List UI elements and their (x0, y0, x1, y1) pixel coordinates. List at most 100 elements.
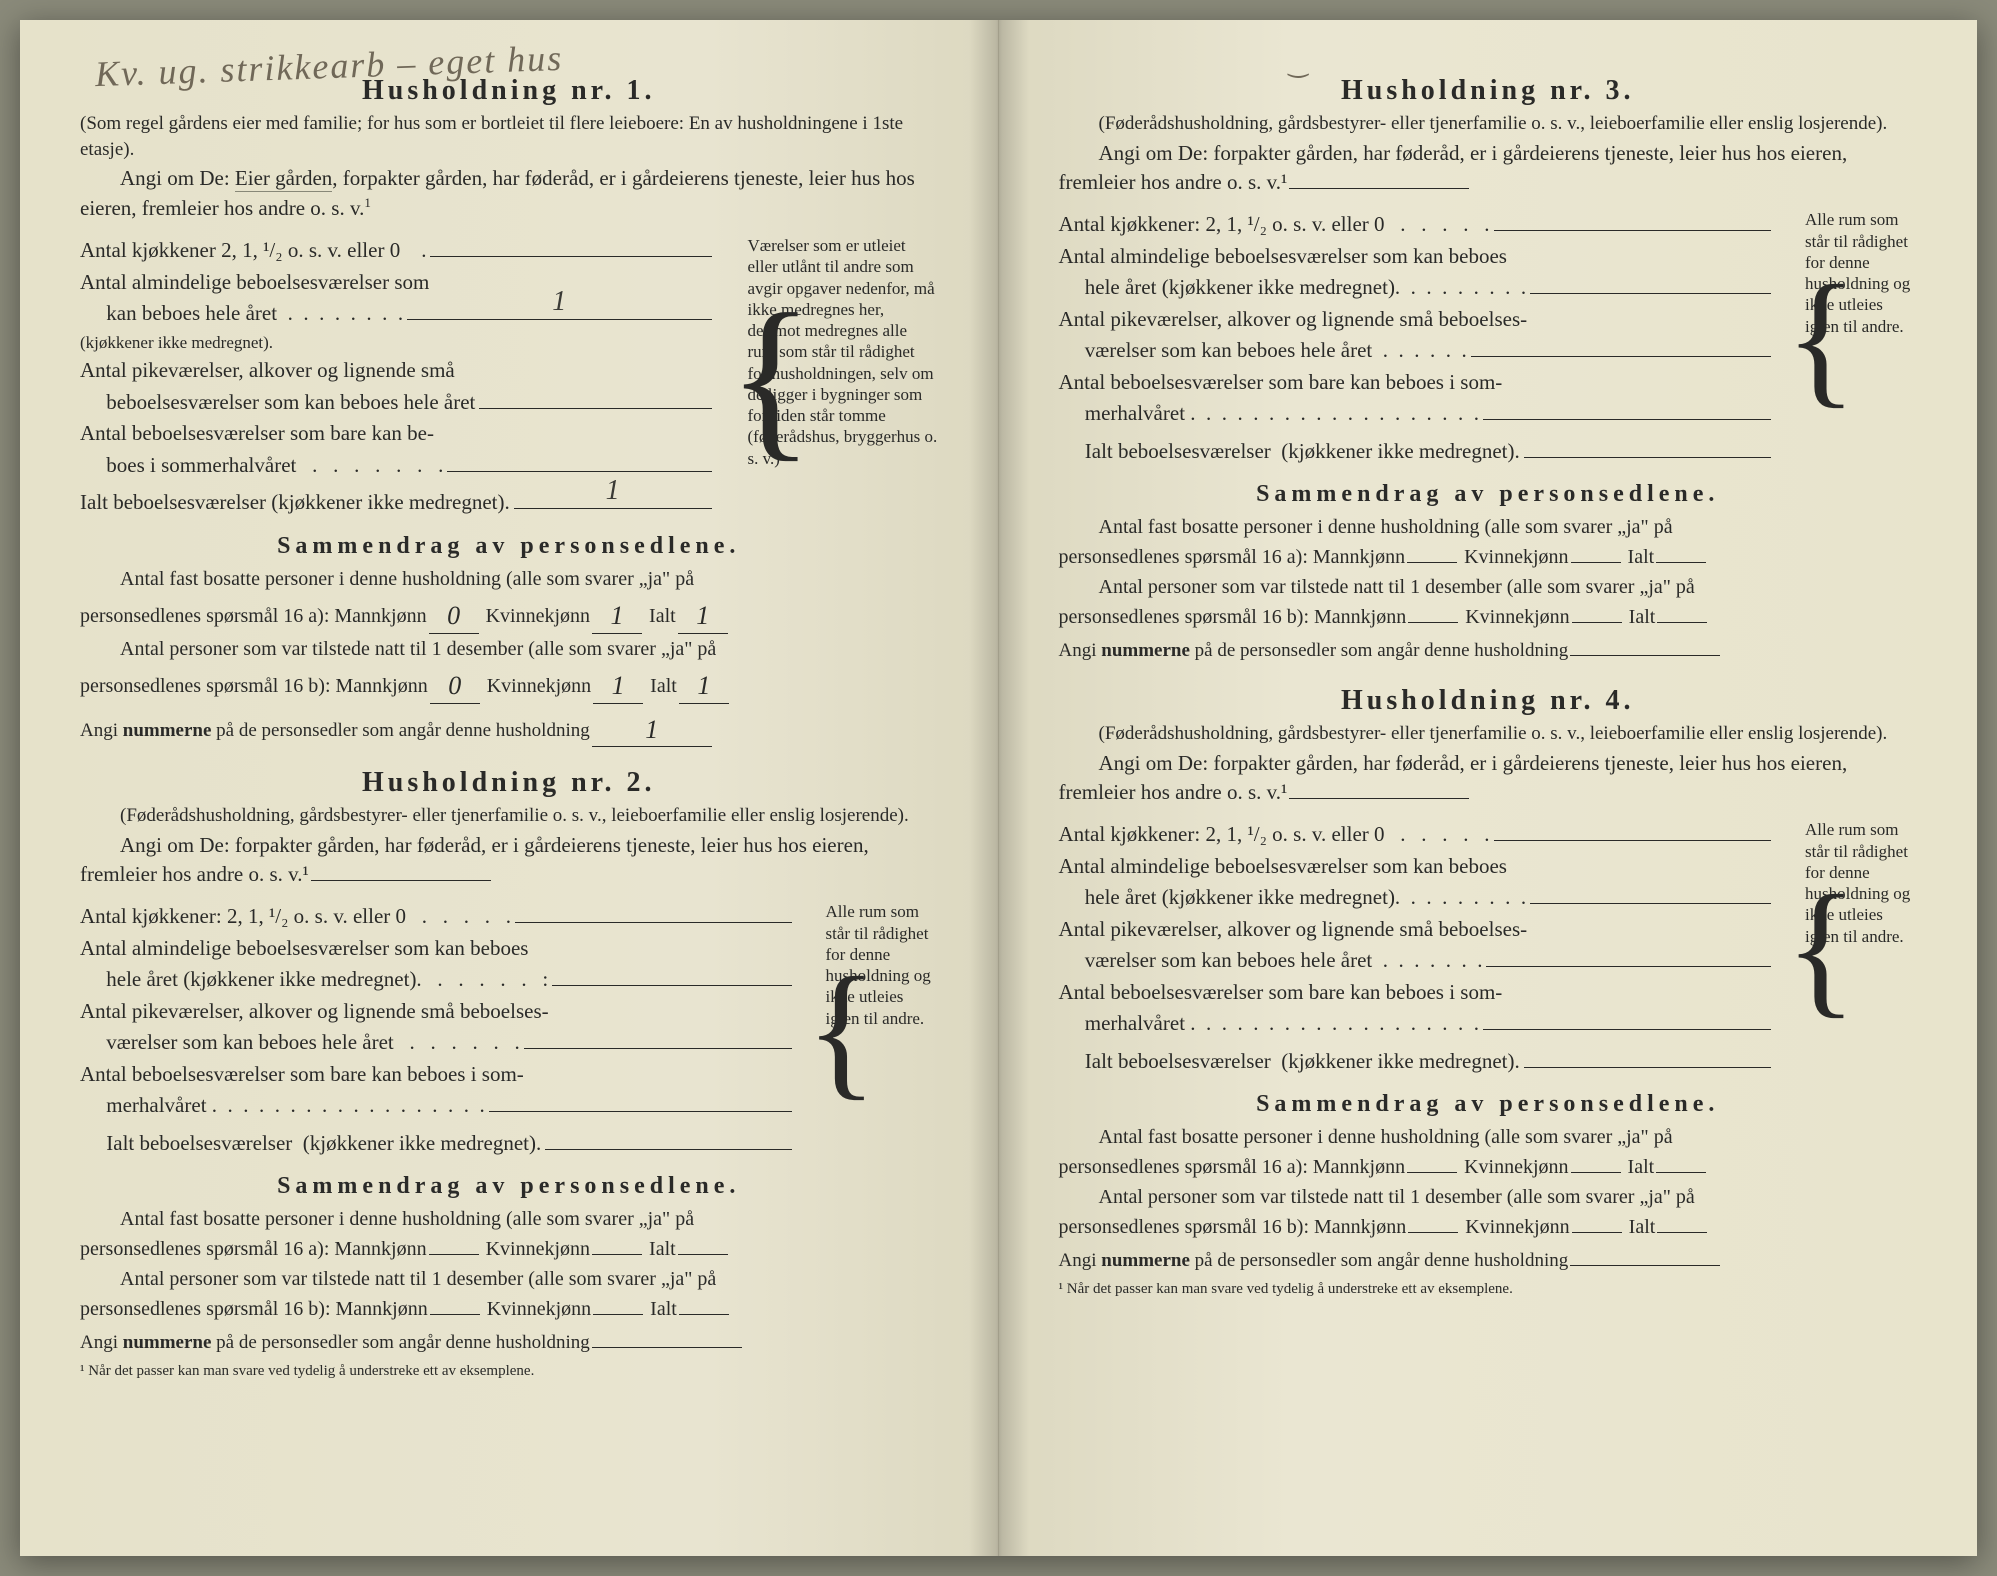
pencil-mark: ‿ (1289, 50, 1308, 79)
h3-mann-b[interactable] (1408, 622, 1458, 623)
h4-sammendrag-title: Sammendrag av personsedlene. (1059, 1091, 1918, 1118)
h3-ialt-b[interactable] (1657, 622, 1707, 623)
book-spread: Kv. ug. strikkearb – eget hus Husholdnin… (20, 20, 1977, 1556)
h1-mann-a[interactable]: 0 (429, 594, 479, 634)
h3-nummer-blank[interactable] (1570, 655, 1720, 656)
h4-som2: merhalvåret . . . . . . . . . . . . . . … (1059, 1008, 1480, 1040)
h3-brace-note: { Alle rum som står til rådighet for den… (1787, 209, 1917, 467)
h3-intro: (Føderådshusholdning, gårdsbestyrer- ell… (1059, 111, 1918, 137)
h1-kjokken-blank[interactable] (430, 256, 711, 257)
h4-som1: Antal beboelsesværelser som bare kan beb… (1059, 977, 1776, 1009)
h4-angi-blank[interactable] (1289, 798, 1469, 799)
h1-kjokken: Antal kjøkkener 2, 1, ¹/₂ o. s. v. eller… (80, 235, 426, 267)
h1-kv-a[interactable]: 1 (592, 594, 642, 634)
h1-som-blank[interactable] (447, 471, 711, 472)
h1-alm-val: 1 (552, 281, 566, 323)
household-1-angi: Angi om De: Eier gården, forpakter gårde… (80, 164, 938, 223)
h2-angi-blank[interactable] (311, 880, 491, 881)
h1-mann-b[interactable]: 0 (430, 664, 480, 704)
h3-alm-blank[interactable] (1530, 293, 1771, 294)
h2-brace-note: { Alle rum som står til rådighet for den… (808, 901, 938, 1159)
h4-brace-note: { Alle rum som står til rådighet for den… (1787, 819, 1917, 1077)
h2-fields: Antal kjøkkener: 2, 1, ¹/₂ o. s. v. elle… (80, 901, 938, 1159)
h2-mann-b[interactable] (430, 1314, 480, 1315)
h3-mann-a[interactable] (1407, 562, 1457, 563)
household-1: Husholdning nr. 1. (Som regel gårdens ei… (80, 75, 938, 747)
h4-kjokken-blank[interactable] (1494, 840, 1771, 841)
h2-pike-blank[interactable] (524, 1048, 792, 1049)
h2-nummer: Angi nummerne på de personsedler som ang… (80, 1330, 938, 1357)
h4-intro: (Føderådshusholdning, gårdsbestyrer- ell… (1059, 721, 1918, 747)
h3-kv-b[interactable] (1572, 622, 1622, 623)
household-2-title: Husholdning nr. 2. (80, 767, 938, 799)
h4-ialt-a[interactable] (1656, 1172, 1706, 1173)
h4-sb1: Antal personer som var tilstede natt til… (1059, 1182, 1918, 1212)
h4-mann-b[interactable] (1408, 1232, 1458, 1233)
h2-alm-blank[interactable] (552, 985, 791, 986)
h3-sa1: Antal fast bosatte personer i denne hush… (1059, 512, 1918, 542)
h1-nummer-blank[interactable]: 1 (592, 710, 712, 747)
h1-alm-blank[interactable]: 1 (407, 319, 711, 320)
h1-sa1: Antal fast bosatte personer i denne hush… (80, 564, 938, 594)
h2-kjokken-blank[interactable] (515, 922, 791, 923)
h1-ialt-b[interactable]: 1 (679, 664, 729, 704)
h2-som2: merhalvåret . . . . . . . . . . . . . . … (80, 1090, 485, 1122)
h2-angi: Angi om De: forpakter gården, har føderå… (80, 831, 938, 890)
h2-kv-a[interactable] (592, 1254, 642, 1255)
h3-angi-blank[interactable] (1289, 188, 1469, 189)
h2-mann-a[interactable] (429, 1254, 479, 1255)
h3-som1: Antal beboelsesværelser som bare kan beb… (1059, 367, 1776, 399)
h4-sb2: personsedlenes spørsmål 16 b): Mannkjønn… (1059, 1212, 1918, 1242)
h1-kv-b[interactable]: 1 (593, 664, 643, 704)
household-2: Husholdning nr. 2. (Føderådshusholdning,… (80, 767, 938, 1380)
h4-kv-b[interactable] (1572, 1232, 1622, 1233)
h4-nummer-blank[interactable] (1570, 1265, 1720, 1266)
h2-sammendrag-title: Sammendrag av personsedlene. (80, 1173, 938, 1200)
h2-kv-b[interactable] (593, 1314, 643, 1315)
h2-ialt-blank[interactable] (545, 1149, 791, 1150)
h2-sb2: personsedlenes spørsmål 16 b): Mannkjønn… (80, 1294, 938, 1324)
h4-ialt-b[interactable] (1657, 1232, 1707, 1233)
h2-intro: (Føderådshusholdning, gårdsbestyrer- ell… (80, 803, 938, 829)
h3-alm2: hele året (kjøkkener ikke medregnet). . … (1059, 272, 1527, 304)
h2-som-blank[interactable] (489, 1111, 792, 1112)
h1-sb2: personsedlenes spørsmål 16 b): Mannkjønn… (80, 664, 938, 704)
h3-kv-a[interactable] (1571, 562, 1621, 563)
h3-som-blank[interactable] (1483, 419, 1771, 420)
household-4-title: Husholdning nr. 4. (1059, 685, 1918, 717)
h1-ialt-blank[interactable]: 1 (514, 508, 712, 509)
h2-ialt-a[interactable] (678, 1254, 728, 1255)
h3-ialt-a[interactable] (1656, 562, 1706, 563)
household-4: Husholdning nr. 4. (Føderådshusholdning,… (1059, 685, 1918, 1298)
h1-alm1: Antal almindelige beboelsesværelser som (80, 267, 716, 299)
h4-kjokken: Antal kjøkkener: 2, 1, ¹/₂ o. s. v. elle… (1059, 819, 1490, 851)
h4-angi: Angi om De: forpakter gården, har føderå… (1059, 749, 1918, 808)
h2-sa2: personsedlenes spørsmål 16 a): Mannkjønn… (80, 1234, 938, 1264)
h4-sa1: Antal fast bosatte personer i denne hush… (1059, 1122, 1918, 1152)
h1-ialt-a[interactable]: 1 (678, 594, 728, 634)
h3-ialt-blank[interactable] (1524, 457, 1771, 458)
h4-alm-blank[interactable] (1530, 903, 1771, 904)
h4-som-blank[interactable] (1483, 1029, 1771, 1030)
h2-nummer-blank[interactable] (592, 1347, 742, 1348)
h3-sb1: Antal personer som var tilstede natt til… (1059, 572, 1918, 602)
h4-mann-a[interactable] (1407, 1172, 1457, 1173)
right-page: ‿ Husholdning nr. 3. (Føderådshusholdnin… (999, 20, 1978, 1556)
h4-pike-blank[interactable] (1486, 966, 1771, 967)
h1-sb1: Antal personer som var tilstede natt til… (80, 634, 938, 664)
h4-kv-a[interactable] (1571, 1172, 1621, 1173)
h3-alm1: Antal almindelige beboelsesværelser som … (1059, 241, 1776, 273)
h1-alm2: kan beboes hele året . . . . . . . . (80, 298, 403, 330)
h1-pike-blank[interactable] (479, 408, 711, 409)
h3-pike-blank[interactable] (1471, 356, 1771, 357)
h2-ialt: Ialt beboelsesværelser (kjøkkener ikke m… (80, 1128, 541, 1160)
h3-nummer: Angi nummerne på de personsedler som ang… (1059, 638, 1918, 665)
h1-nummer: Angi nummerne på de personsedler som ang… (80, 710, 938, 747)
h2-ialt-b[interactable] (679, 1314, 729, 1315)
h2-alm1: Antal almindelige beboelsesværelser som … (80, 933, 796, 965)
h2-pike2: værelser som kan beboes hele året . . . … (80, 1027, 520, 1059)
h4-pike2: værelser som kan beboes hele året . . . … (1059, 945, 1483, 977)
h4-ialt-blank[interactable] (1524, 1067, 1771, 1068)
h3-kjokken-blank[interactable] (1494, 230, 1771, 231)
h1-pike1: Antal pikeværelser, alkover og lignende … (80, 355, 716, 387)
